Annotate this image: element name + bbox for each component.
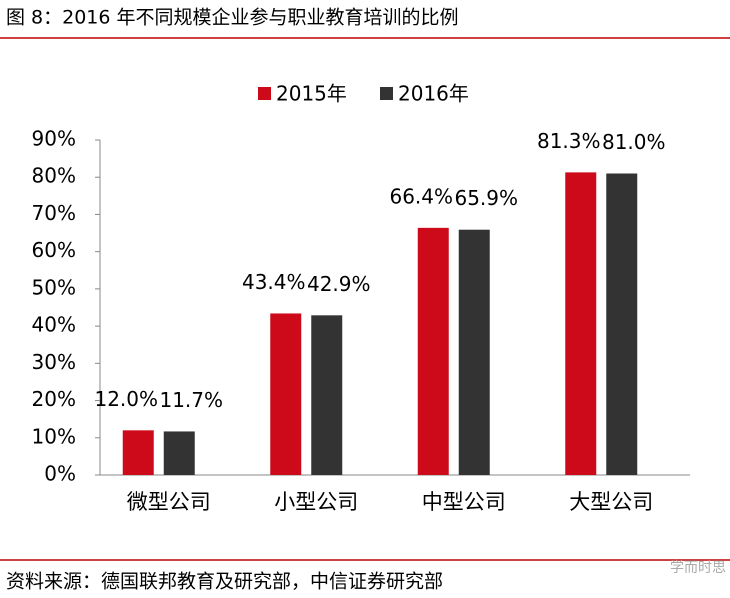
- bar: [122, 430, 154, 475]
- legend-label: 2015年: [276, 82, 347, 106]
- value-label: 11.7%: [159, 388, 223, 412]
- value-label: 12.0%: [94, 387, 158, 411]
- x-tick-label: 微型公司: [127, 490, 211, 514]
- y-tick-label: 50%: [32, 275, 76, 299]
- bar: [606, 173, 638, 475]
- y-tick-label: 40%: [32, 313, 76, 337]
- value-label: 81.3%: [537, 129, 601, 153]
- bar: [163, 431, 195, 475]
- legend-swatch: [258, 87, 271, 100]
- chart-title: 图 8：2016 年不同规模企业参与职业教育培训的比例: [6, 7, 459, 29]
- value-label: 42.9%: [307, 272, 371, 296]
- bar: [311, 315, 343, 475]
- legend-label: 2016年: [398, 82, 469, 106]
- y-tick-label: 10%: [32, 424, 76, 448]
- bar: [565, 172, 597, 475]
- y-tick-label: 60%: [32, 238, 76, 262]
- bar: [458, 229, 490, 475]
- y-tick-label: 20%: [32, 387, 76, 411]
- value-label: 65.9%: [454, 186, 518, 210]
- watermark: 学而时思: [670, 560, 726, 576]
- y-tick-label: 80%: [32, 164, 76, 188]
- bar: [270, 313, 302, 475]
- source: 资料来源：德国联邦教育及研究部，中信证券研究部: [6, 571, 443, 593]
- x-tick-label: 小型公司: [274, 490, 358, 514]
- y-tick-label: 70%: [32, 201, 76, 225]
- x-tick-label: 中型公司: [422, 490, 506, 514]
- legend-swatch: [380, 87, 393, 100]
- y-tick-label: 0%: [44, 462, 76, 486]
- bar: [417, 227, 449, 475]
- x-tick-label: 大型公司: [569, 490, 653, 514]
- y-tick-label: 90%: [32, 127, 76, 151]
- value-label: 66.4%: [389, 184, 453, 208]
- value-label: 43.4%: [242, 270, 306, 294]
- y-tick-label: 30%: [32, 350, 76, 374]
- value-label: 81.0%: [602, 130, 666, 154]
